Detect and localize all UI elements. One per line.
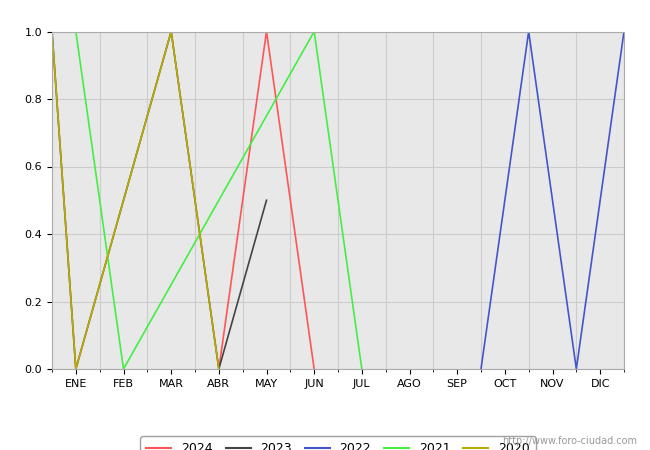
Line: 2020: 2020 [52, 32, 219, 369]
2024 [215, 366, 223, 372]
2020 [215, 366, 223, 372]
2022 [525, 29, 532, 34]
Line: 2024: 2024 [219, 32, 314, 369]
2023 [48, 29, 56, 34]
2020 [72, 366, 80, 372]
Legend: 2024, 2023, 2022, 2021, 2020: 2024, 2023, 2022, 2021, 2020 [140, 436, 536, 450]
Line: 2023: 2023 [52, 32, 266, 369]
2023 [215, 366, 223, 372]
2021 [120, 366, 127, 372]
2022 [477, 366, 485, 372]
Line: 2021: 2021 [76, 32, 362, 369]
2020 [48, 29, 56, 34]
2022 [573, 366, 580, 372]
2020 [167, 29, 175, 34]
2024 [310, 366, 318, 372]
Line: 2022: 2022 [481, 32, 624, 369]
2023 [167, 29, 175, 34]
2022 [620, 29, 628, 34]
2021 [358, 366, 366, 372]
2023 [263, 198, 270, 203]
Text: http://www.foro-ciudad.com: http://www.foro-ciudad.com [502, 436, 637, 446]
2023 [72, 366, 80, 372]
2024 [263, 29, 270, 34]
Text: Matriculaciones de Vehiculos en Luciana: Matriculaciones de Vehiculos en Luciana [157, 7, 493, 25]
2021 [310, 29, 318, 34]
2021 [72, 29, 80, 34]
